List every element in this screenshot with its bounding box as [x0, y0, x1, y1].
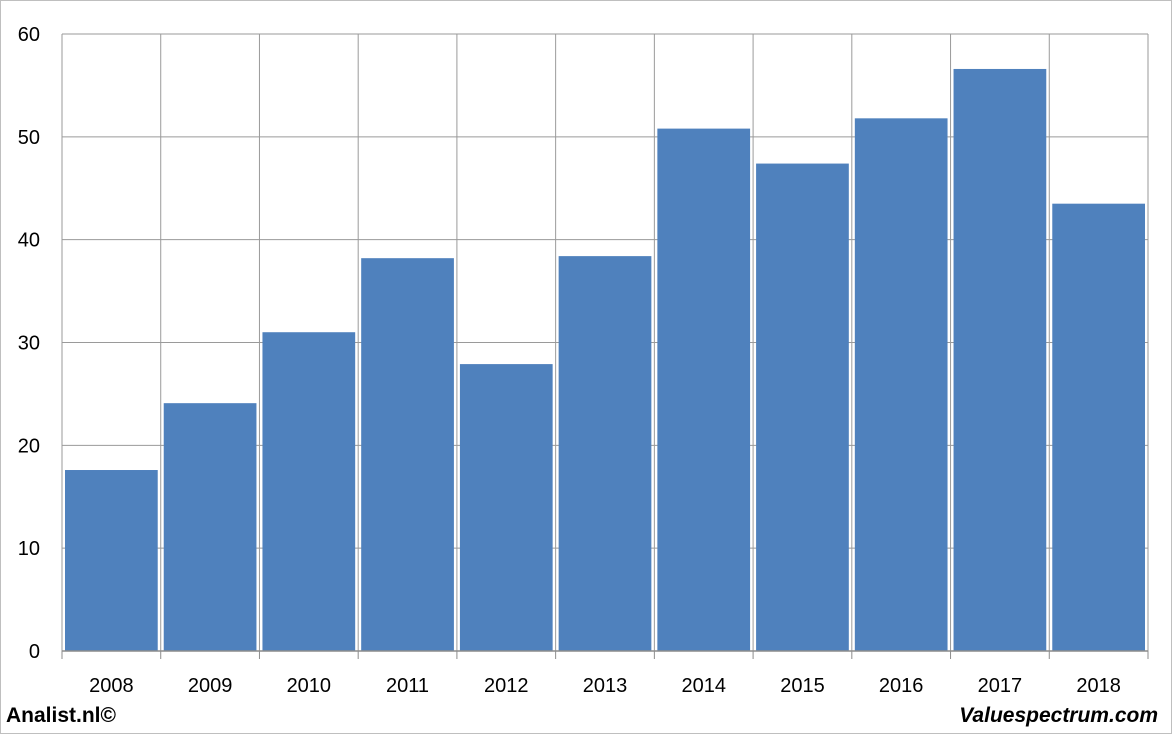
- y-tick-label: 50: [18, 127, 40, 149]
- x-tick-label: 2008: [89, 675, 134, 697]
- x-tick-label: 2013: [583, 675, 628, 697]
- bar-2008: [65, 470, 158, 651]
- x-tick-label: 2015: [780, 675, 825, 697]
- axes: [61, 650, 1149, 659]
- bar-2014: [657, 128, 751, 651]
- y-tick-label: 40: [18, 230, 40, 252]
- y-tick-labels: 0 10 20 30 40 50 60: [18, 24, 40, 663]
- x-tick-label: 2017: [978, 675, 1023, 697]
- y-tick-label: 0: [29, 641, 40, 663]
- bar-2015: [756, 163, 849, 651]
- y-tick-label: 60: [18, 24, 40, 46]
- x-tick-label: 2014: [681, 675, 726, 697]
- bars: [65, 68, 1145, 652]
- bar-2009: [163, 403, 257, 651]
- bar-2013: [558, 256, 652, 651]
- x-tick-label: 2010: [287, 675, 332, 697]
- x-tick-label: 2018: [1076, 675, 1121, 697]
- x-tick-label: 2016: [879, 675, 924, 697]
- bar-2018: [1052, 203, 1145, 652]
- y-tick-label: 20: [18, 435, 40, 457]
- x-tick-label: 2012: [484, 675, 529, 697]
- bar-2010: [262, 332, 356, 651]
- y-tick-label: 30: [18, 333, 40, 355]
- y-tick-label: 10: [18, 538, 40, 560]
- x-tick-label: 2009: [188, 675, 233, 697]
- bar-2012: [459, 364, 553, 651]
- source-credit-right: Valuespectrum.com: [959, 704, 1158, 727]
- bar-2017: [953, 68, 1047, 652]
- x-tick-labels: 2008 2009 2010 2011 2012 2013 2014 2015 2016 2017…: [89, 675, 1121, 697]
- x-tick-label: 2011: [386, 675, 429, 697]
- source-credit-left: Analist.nl©: [6, 704, 116, 727]
- bar-2011: [361, 258, 454, 651]
- bar-2016: [854, 118, 948, 651]
